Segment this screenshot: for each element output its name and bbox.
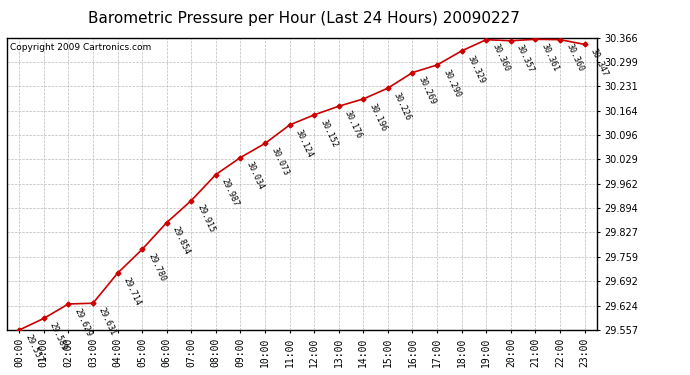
- Text: 30.360: 30.360: [564, 42, 585, 74]
- Text: Barometric Pressure per Hour (Last 24 Hours) 20090227: Barometric Pressure per Hour (Last 24 Ho…: [88, 11, 520, 26]
- Text: 30.347: 30.347: [589, 47, 609, 78]
- Text: 30.152: 30.152: [318, 118, 339, 148]
- Text: 29.987: 29.987: [220, 177, 241, 208]
- Text: 30.361: 30.361: [540, 42, 560, 73]
- Text: 30.176: 30.176: [343, 109, 364, 140]
- Text: 30.073: 30.073: [269, 146, 290, 177]
- Text: 30.329: 30.329: [466, 54, 486, 85]
- Text: 30.360: 30.360: [491, 42, 511, 74]
- Text: 30.357: 30.357: [515, 44, 536, 75]
- Text: 30.034: 30.034: [244, 160, 266, 191]
- Text: 30.124: 30.124: [294, 128, 315, 159]
- Text: 29.915: 29.915: [195, 203, 216, 234]
- Text: 29.629: 29.629: [72, 307, 93, 338]
- Text: 29.631: 29.631: [97, 306, 118, 337]
- Text: 29.780: 29.780: [146, 252, 167, 283]
- Text: 30.196: 30.196: [368, 102, 388, 133]
- Text: 29.589: 29.589: [48, 321, 69, 352]
- Text: 30.269: 30.269: [417, 75, 437, 106]
- Text: 30.290: 30.290: [441, 68, 462, 99]
- Text: 29.714: 29.714: [121, 276, 143, 307]
- Text: 30.226: 30.226: [392, 91, 413, 122]
- Text: 29.854: 29.854: [171, 225, 192, 256]
- Text: Copyright 2009 Cartronics.com: Copyright 2009 Cartronics.com: [10, 44, 151, 52]
- Text: 29.557: 29.557: [23, 333, 44, 364]
